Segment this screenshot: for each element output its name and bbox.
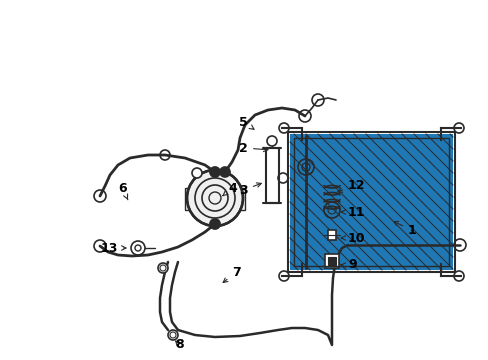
Text: 6: 6 [118,181,128,200]
Bar [184,188,244,210]
Circle shape [158,263,168,273]
Bar [287,132,454,272]
Circle shape [209,167,220,177]
Circle shape [220,167,229,177]
Bar [327,257,335,265]
Bar [293,138,448,266]
Text: 3: 3 [239,183,261,197]
Text: 5: 5 [239,116,253,129]
Text: 10: 10 [341,231,365,244]
Circle shape [168,330,178,340]
Circle shape [279,123,288,133]
Circle shape [279,271,288,281]
Circle shape [453,123,463,133]
Text: 2: 2 [239,141,267,154]
Circle shape [209,219,220,229]
Bar [325,254,338,268]
Bar [265,148,279,203]
Circle shape [186,170,243,226]
Text: 13: 13 [101,242,126,255]
Circle shape [266,136,276,146]
Text: 8: 8 [175,338,183,351]
Text: 9: 9 [341,258,356,271]
Circle shape [453,271,463,281]
Bar [289,134,452,270]
Text: 1: 1 [393,221,416,237]
Circle shape [192,168,202,178]
Text: 12: 12 [337,179,365,192]
Text: 11: 11 [341,206,365,219]
Text: 7: 7 [223,266,240,283]
Bar [327,230,335,240]
Text: 4: 4 [223,181,236,196]
